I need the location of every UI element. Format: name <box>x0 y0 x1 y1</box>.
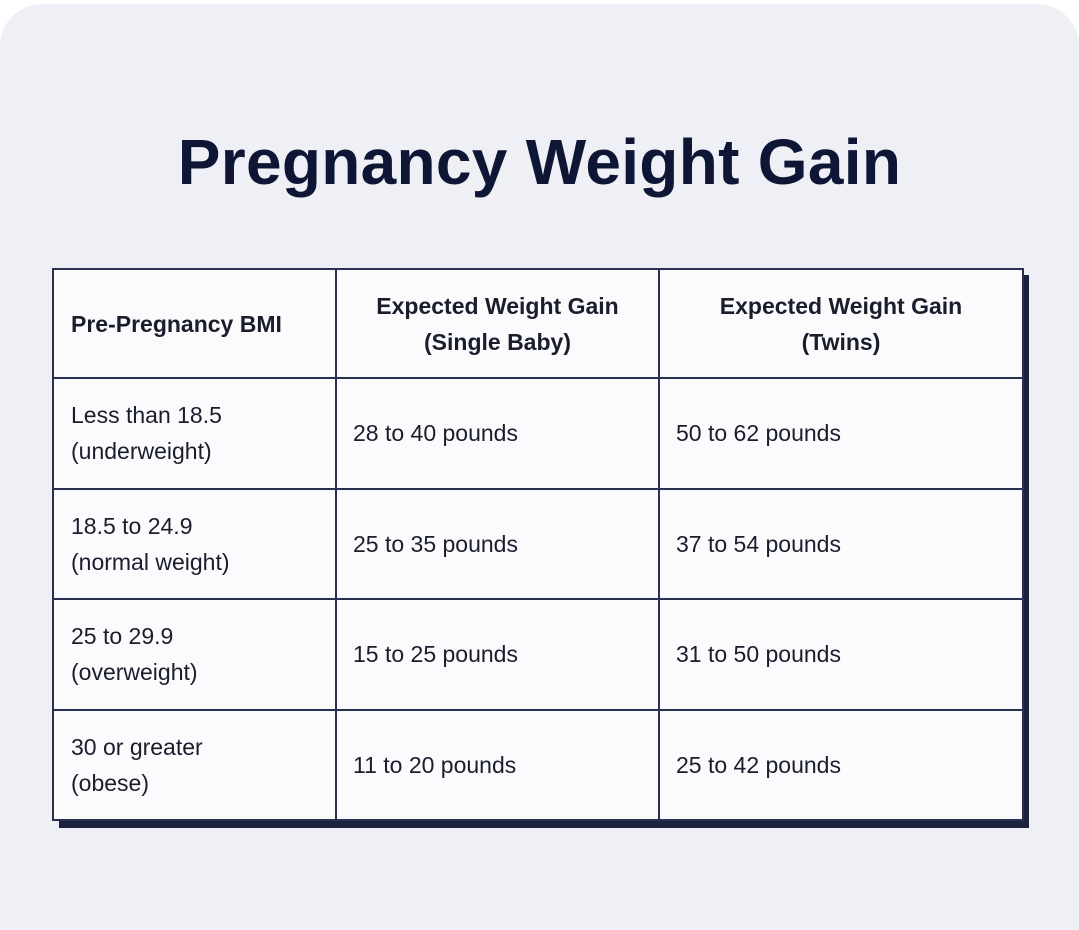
weight-gain-table: Pre-Pregnancy BMI Expected Weight Gain (… <box>52 268 1024 821</box>
header-bmi: Pre-Pregnancy BMI <box>52 268 337 379</box>
cell-twins: 31 to 50 pounds <box>658 598 1024 711</box>
cell-twins: 37 to 54 pounds <box>658 487 1024 600</box>
cell-single-baby: 28 to 40 pounds <box>335 377 660 490</box>
bmi-range: 18.5 to 24.9 <box>71 512 193 539</box>
header-twins-line1: Expected Weight Gain <box>719 292 963 319</box>
table-row: 18.5 to 24.9 (normal weight) 25 to 35 po… <box>52 487 1024 600</box>
cell-bmi: 25 to 29.9 (overweight) <box>52 598 337 711</box>
header-single-line2: (Single Baby) <box>424 328 571 355</box>
bmi-category: (normal weight) <box>71 548 230 575</box>
cell-single-baby: 25 to 35 pounds <box>335 487 660 600</box>
header-single-baby: Expected Weight Gain (Single Baby) <box>335 268 660 379</box>
weight-gain-table-container: Pre-Pregnancy BMI Expected Weight Gain (… <box>52 268 1024 821</box>
header-twins-line2: (Twins) <box>801 328 881 355</box>
cell-twins: 25 to 42 pounds <box>658 708 1024 821</box>
bmi-range: 30 or greater <box>71 733 203 760</box>
infographic-card: Pregnancy Weight Gain Pre-Pregnancy BMI … <box>0 4 1079 930</box>
table-row: 25 to 29.9 (overweight) 15 to 25 pounds … <box>52 598 1024 711</box>
header-single-line1: Expected Weight Gain <box>376 292 619 319</box>
cell-twins: 50 to 62 pounds <box>658 377 1024 490</box>
cell-single-baby: 15 to 25 pounds <box>335 598 660 711</box>
header-bmi-label: Pre-Pregnancy BMI <box>71 310 282 337</box>
bmi-range: 25 to 29.9 <box>71 623 174 650</box>
page-title: Pregnancy Weight Gain <box>177 126 902 198</box>
header-twins: Expected Weight Gain (Twins) <box>658 268 1024 379</box>
cell-single-baby: 11 to 20 pounds <box>335 708 660 821</box>
cell-bmi: Less than 18.5 (underweight) <box>52 377 337 490</box>
bmi-range: Less than 18.5 <box>71 402 222 429</box>
table-row: 30 or greater (obese) 11 to 20 pounds 25… <box>52 708 1024 821</box>
table-header-row: Pre-Pregnancy BMI Expected Weight Gain (… <box>52 268 1024 379</box>
bmi-category: (underweight) <box>71 438 212 465</box>
bmi-category: (overweight) <box>71 659 198 686</box>
table-row: Less than 18.5 (underweight) 28 to 40 po… <box>52 377 1024 490</box>
cell-bmi: 18.5 to 24.9 (normal weight) <box>52 487 337 600</box>
bmi-category: (obese) <box>71 769 149 796</box>
cell-bmi: 30 or greater (obese) <box>52 708 337 821</box>
